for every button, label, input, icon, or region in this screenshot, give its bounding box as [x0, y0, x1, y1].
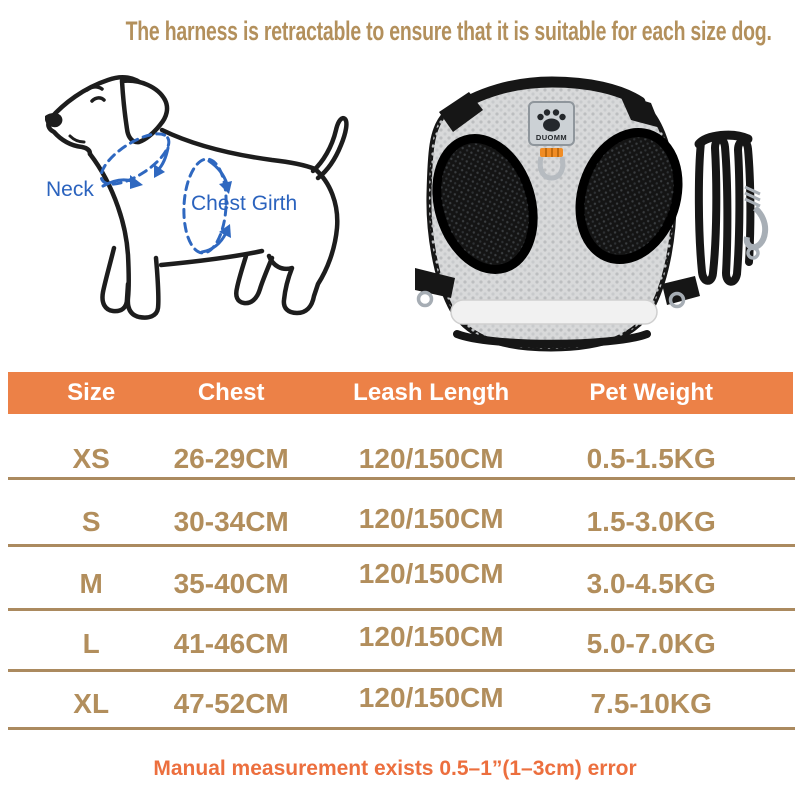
header-chest: Chest [197, 379, 265, 406]
cell-leash: 120/150CM [358, 682, 504, 713]
dog-measurement-diagram: Neck Chest Girth [10, 72, 410, 362]
cell-weight: 5.0-7.0KG [586, 628, 716, 659]
right-side-strap [662, 276, 700, 305]
cell-leash: 120/150CM [358, 503, 504, 534]
dog-tail [310, 115, 349, 181]
orange-clip-stitches [545, 148, 559, 157]
row-divider [8, 727, 795, 730]
bottom-hem-trim [453, 330, 651, 348]
dog-chest-front-leg [87, 151, 161, 320]
table-row-l: L 41-46CM 120/150CM 5.0-7.0KG [0, 621, 800, 662]
right-side-ring-icon [668, 291, 686, 309]
cell-size: XL [73, 688, 110, 719]
cell-chest: 26-29CM [173, 443, 289, 474]
row-divider [8, 669, 795, 672]
neck-label: Neck [46, 178, 94, 201]
dog-muzzle-mouth [46, 117, 93, 157]
cell-size: S [81, 506, 101, 537]
header-leash-length: Leash Length [353, 379, 510, 406]
harness-right-shoulder-strap [619, 93, 661, 128]
table-row-s: S 30-34CM 120/150CM 1.5-3.0KG [0, 503, 800, 540]
neck-curved-arrow-shaft [156, 146, 170, 172]
cell-chest: 30-34CM [173, 506, 289, 537]
harness-collar-trim [441, 76, 646, 120]
harness-drawing: DUOMM [415, 76, 769, 352]
harness-right-armhole-mesh [584, 137, 674, 255]
harness-left-armhole-mesh [440, 143, 530, 265]
dog-far-front-leg [100, 245, 131, 314]
dog-far-rear-leg [234, 253, 275, 306]
chest-girth-label: Chest Girth [191, 192, 298, 215]
left-side-ring-icon [416, 290, 434, 308]
dog-near-rear-leg [266, 166, 340, 316]
dog-nose [45, 113, 63, 128]
left-side-strap [415, 268, 455, 298]
cell-leash: 120/150CM [358, 558, 504, 589]
chest-top-arrow-shaft [207, 159, 229, 186]
row-divider [8, 608, 795, 611]
chest-bottom-arrowhead [219, 224, 231, 238]
neck-measure-ellipse [99, 132, 171, 186]
header-size: Size [67, 379, 116, 406]
dog-eye [90, 96, 106, 103]
dog-belly-line [158, 248, 265, 268]
table-header-row: Size Chest Leash Length Pet Weight [0, 372, 800, 414]
cell-weight: 0.5-1.5KG [586, 443, 716, 474]
cell-chest: 47-52CM [173, 688, 289, 719]
dog-outline-drawing [45, 75, 349, 320]
chest-top-arrowhead [219, 181, 232, 194]
d-ring-icon [537, 156, 566, 181]
cell-size: XS [72, 443, 110, 474]
dog-eyebrow [85, 85, 104, 92]
header-pet-weight: Pet Weight [589, 379, 713, 406]
row-divider [8, 544, 795, 547]
dog-mouth-corner [68, 134, 86, 144]
cell-weight: 1.5-3.0KG [586, 506, 716, 537]
leash-clasp-icon [743, 185, 769, 260]
cell-weight: 7.5-10KG [590, 688, 712, 719]
cell-chest: 41-46CM [173, 628, 289, 659]
page-title-text: The harness is retractable to ensure tha… [125, 16, 772, 46]
reflective-strip [450, 299, 658, 325]
cell-size: L [82, 628, 100, 659]
cell-chest: 35-40CM [173, 568, 289, 599]
table-row-xs: XS 26-29CM 120/150CM 0.5-1.5KG [0, 441, 800, 477]
cell-size: M [79, 568, 103, 599]
harness-left-shoulder-strap [439, 92, 483, 132]
neck-curved-arrowhead [154, 164, 165, 178]
table-header-bar [8, 372, 793, 414]
cell-leash: 120/150CM [358, 621, 504, 652]
dog-back-line [159, 127, 318, 172]
chest-bottom-arrow-shaft [200, 231, 228, 254]
table-row-xl: XL 47-52CM 120/150CM 7.5-10KG [0, 682, 800, 722]
paw-icon [537, 109, 566, 132]
cell-weight: 3.0-4.5KG [586, 568, 716, 599]
measurement-error-note: Manual measurement exists 0.5–1”(1–3cm) … [153, 757, 637, 780]
row-divider [8, 477, 795, 480]
cell-leash: 120/150CM [358, 443, 504, 474]
neck-arrowhead [130, 175, 143, 189]
brand-label-text: DUOMM [536, 133, 567, 142]
leash-coil [694, 130, 755, 286]
page-title: The harness is retractable to ensure tha… [0, 16, 800, 47]
harness-product-photo: DUOMM [415, 72, 800, 362]
table-row-m: M 35-40CM 120/150CM 3.0-4.5KG [0, 558, 800, 602]
